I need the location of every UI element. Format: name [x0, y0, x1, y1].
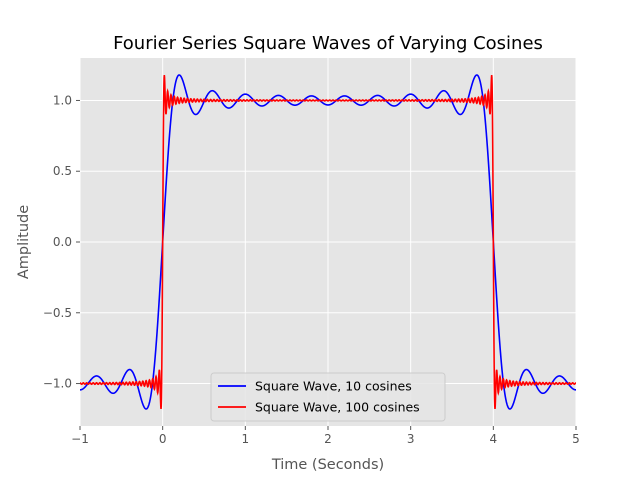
x-tick-label: 0: [159, 432, 167, 446]
series-line-1: [80, 75, 576, 409]
legend-label: Square Wave, 100 cosines: [255, 400, 420, 415]
y-tick-label: −1.0: [43, 377, 72, 391]
legend: Square Wave, 10 cosines Square Wave, 100 …: [210, 372, 446, 422]
chart-title: Fourier Series Square Waves of Varying C…: [113, 33, 543, 54]
y-tick-label: −0.5: [43, 306, 72, 320]
x-tick-label: −1: [71, 432, 89, 446]
series-lines: [80, 74, 576, 410]
ticks: −1 0 1 2 3 4 5 −1.0 −0.5 0.0 0.5 1.0: [43, 93, 580, 446]
x-tick-label: 1: [242, 432, 250, 446]
y-tick-label: 0.0: [53, 235, 72, 249]
x-tick-label: 5: [572, 432, 580, 446]
legend-box: [210, 372, 446, 422]
x-tick-label: 2: [324, 432, 332, 446]
x-tick-label: 3: [407, 432, 415, 446]
y-tick-label: 1.0: [53, 93, 72, 107]
legend-label: Square Wave, 10 cosines: [255, 379, 412, 394]
y-axis-label: Amplitude: [16, 205, 32, 279]
y-tick-label: 0.5: [53, 164, 72, 178]
x-axis-label: Time (Seconds): [271, 457, 384, 473]
x-tick-label: 4: [490, 432, 498, 446]
